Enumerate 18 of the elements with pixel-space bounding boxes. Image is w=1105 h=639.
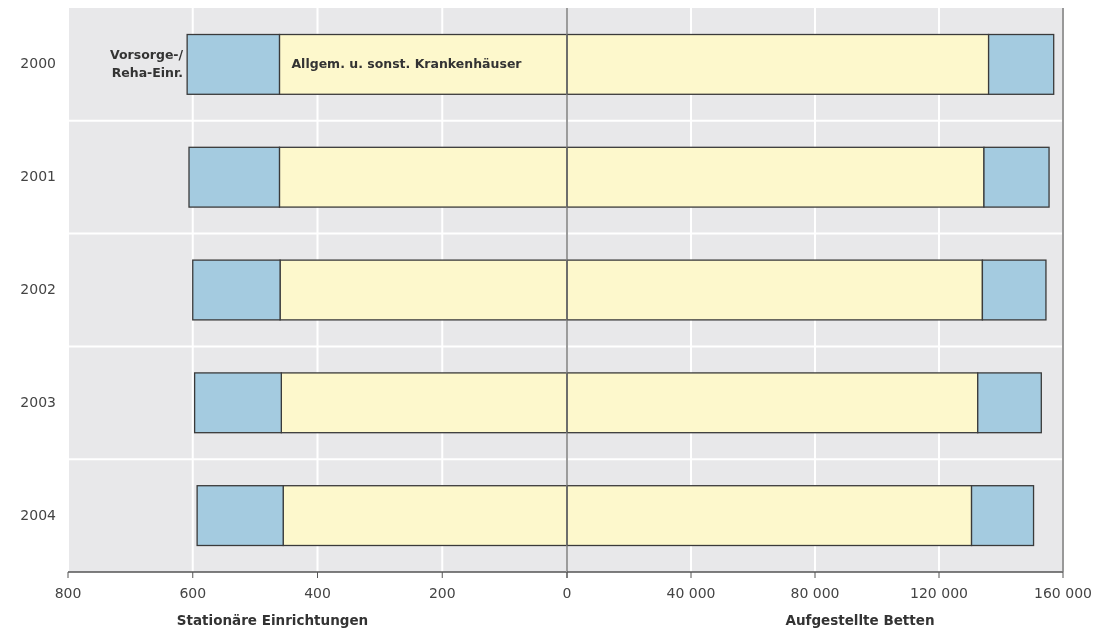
x-tick-label: 800 (54, 585, 82, 601)
x-tick-label: 120 000 (910, 585, 968, 601)
x-axis-title: Stationäre Einrichtungen (176, 612, 369, 628)
x-tick-label: 80 000 (790, 585, 840, 601)
y-tick-label: 2004 (20, 506, 57, 523)
series-label: Vorsorge-/ Reha-Einr. (110, 46, 184, 80)
x-tick-label: 160 000 (1034, 585, 1092, 601)
y-tick-label: 2000 (20, 55, 56, 72)
y-tick-label: 2003 (20, 393, 56, 410)
x-tick-label: 0 (562, 585, 572, 601)
x-tick-label: 40 000 (666, 585, 716, 601)
x-axis-title: Aufgestellte Betten (785, 612, 935, 628)
x-tick-label: 400 (304, 585, 331, 601)
y-tick-label: 2001 (20, 168, 56, 185)
series-label: Allgem. u. sonst. Krankenhäuser (291, 55, 523, 71)
x-tick-label: 600 (179, 585, 207, 601)
y-tick-label: 2002 (20, 281, 56, 297)
x-tick-label: 200 (428, 585, 456, 601)
